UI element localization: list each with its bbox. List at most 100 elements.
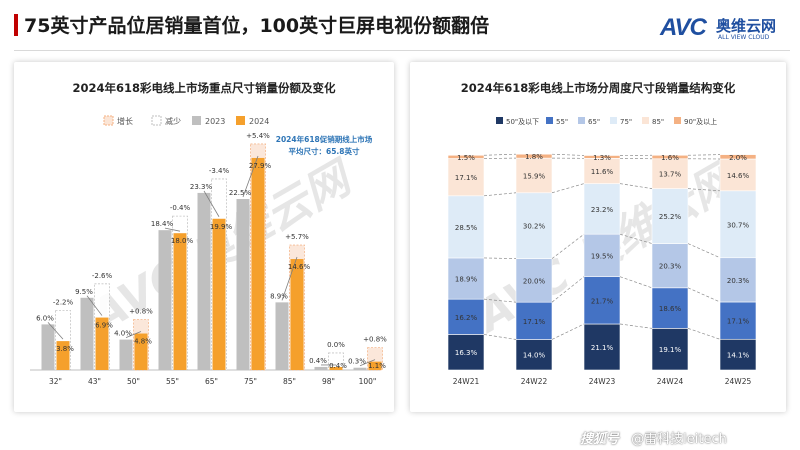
x-tick-label: 65" xyxy=(205,377,218,386)
stack-segment xyxy=(719,301,757,340)
stack-segment xyxy=(719,154,757,160)
x-tick-label: 55" xyxy=(166,377,179,386)
bar-2024 xyxy=(56,341,70,370)
segment-value-label: 20.0% xyxy=(523,277,546,285)
stack-segment xyxy=(515,301,553,340)
legend-label: 55" xyxy=(556,118,568,126)
legend-label-2024: 2024 xyxy=(249,117,269,126)
avc-logo: AVC 奥维云网 ALL VIEW CLOUD xyxy=(660,14,792,44)
chart-title: 2024年618彩电线上市场重点尺寸销量份额及变化 xyxy=(72,81,336,95)
segment-value-label: 14.1% xyxy=(727,352,750,360)
segment-value-label: 20.3% xyxy=(727,277,750,285)
bar-2024 xyxy=(134,333,148,370)
stack-segment xyxy=(651,188,689,244)
stack-segment xyxy=(447,257,485,300)
x-tick-label: 24W24 xyxy=(657,377,684,386)
bar-2024 xyxy=(212,218,226,370)
segment-value-label: 19.1% xyxy=(659,346,682,354)
segment-value-label: 11.6% xyxy=(591,168,614,176)
legend-swatch xyxy=(578,117,585,124)
legend-swatch-decrease xyxy=(151,115,162,126)
value-label-2023: 6.0% xyxy=(36,314,54,322)
legend-swatch-2023 xyxy=(192,116,201,125)
segment-value-label: 17.1% xyxy=(523,318,546,326)
stack-segment xyxy=(515,192,553,259)
stack-segment xyxy=(651,154,689,160)
value-label-2023: 0.3% xyxy=(348,358,366,366)
legend-swatch-increase xyxy=(103,115,114,126)
change-label: -2.6% xyxy=(92,272,113,280)
segment-value-label: 21.1% xyxy=(591,344,614,352)
connector-line xyxy=(483,153,517,156)
x-tick-label: 75" xyxy=(244,377,257,386)
value-label-2024: 4.8% xyxy=(134,338,152,346)
change-arrow xyxy=(281,256,298,301)
stack-segment xyxy=(515,153,553,159)
change-label: -3.4% xyxy=(209,167,230,175)
bar-2024 xyxy=(290,259,304,370)
chart-title: 2024年618彩电线上市场分周度尺寸段销量结构变化 xyxy=(461,81,736,95)
segment-value-label: 2.0% xyxy=(729,154,747,162)
value-label-2024: 3.8% xyxy=(56,345,74,353)
stack-segment xyxy=(583,233,621,277)
stack-segment xyxy=(447,298,485,335)
legend-swatch-2024 xyxy=(236,116,245,125)
legend-swatch xyxy=(674,117,681,124)
stack-segment xyxy=(719,158,757,192)
change-label: +5.7% xyxy=(285,233,309,241)
change-label: +0.8% xyxy=(129,308,153,316)
value-label-2024: 0.4% xyxy=(329,362,347,370)
legend-label-decrease: 减少 xyxy=(165,116,181,126)
connector-line xyxy=(551,276,585,303)
stack-segment xyxy=(651,287,689,329)
segment-value-label: 15.9% xyxy=(523,172,546,180)
header-divider xyxy=(14,50,790,51)
stack-segment xyxy=(447,195,485,259)
x-tick-label: 24W22 xyxy=(521,377,548,386)
legend-label-2023: 2023 xyxy=(205,117,225,126)
legend-label: 65" xyxy=(588,118,600,126)
page-title: 75英寸产品位居销量首位，100英寸巨屏电视份额翻倍 xyxy=(24,15,490,37)
value-label-2024: 27.9% xyxy=(249,162,272,170)
bar-2024 xyxy=(329,366,343,370)
x-tick-label: 98" xyxy=(322,377,335,386)
bar-2023 xyxy=(158,230,172,370)
connector-line xyxy=(483,192,517,197)
change-arrow xyxy=(47,322,64,340)
legend-swatch xyxy=(496,117,503,124)
stack-segment xyxy=(583,158,621,184)
segment-value-label: 20.3% xyxy=(659,263,682,271)
value-label-2023: 22.5% xyxy=(229,189,252,197)
value-label-2024: 1.1% xyxy=(368,362,386,370)
legend-swatch xyxy=(546,117,553,124)
x-tick-label: 32" xyxy=(49,377,62,386)
value-label-2023: 0.4% xyxy=(309,357,327,365)
change-label: 0.0% xyxy=(327,341,345,349)
stack-segment xyxy=(583,183,621,235)
segment-value-label: 28.5% xyxy=(455,224,478,232)
connector-line xyxy=(619,323,653,329)
bar-2023 xyxy=(314,366,328,370)
weekly-structure-chart: 2024年618彩电线上市场分周度尺寸段销量结构变化 50"及以下 55" 65" 75… xyxy=(447,81,757,386)
connector-line xyxy=(551,153,585,156)
title-accent-bar xyxy=(14,14,18,36)
segment-value-label: 1.6% xyxy=(661,154,679,162)
bar-2023 xyxy=(41,324,55,370)
connector-line xyxy=(619,183,653,189)
segment-value-label: 13.7% xyxy=(659,171,682,179)
segment-value-label: 1.3% xyxy=(593,154,611,162)
change-arrow xyxy=(125,331,142,338)
stack-segment xyxy=(651,328,689,371)
stack-segment xyxy=(583,155,621,159)
legend-label: 75" xyxy=(620,118,632,126)
value-label-2024: 18.0% xyxy=(171,237,194,245)
segment-value-label: 23.2% xyxy=(591,206,614,214)
x-tick-label: 85" xyxy=(283,377,296,386)
legend-label: 50"及以下 xyxy=(506,118,539,126)
segment-value-label: 1.5% xyxy=(457,154,475,162)
segment-value-label: 19.5% xyxy=(591,252,614,260)
segment-value-label: 17.1% xyxy=(727,318,750,326)
bar-2023 xyxy=(119,339,133,370)
logo-text: AVC xyxy=(660,14,707,41)
weekly-structure-chart-panel: AVC 奥维云网 2024年618彩电线上市场分周度尺寸段销量结构变化50"及以… xyxy=(410,62,786,412)
